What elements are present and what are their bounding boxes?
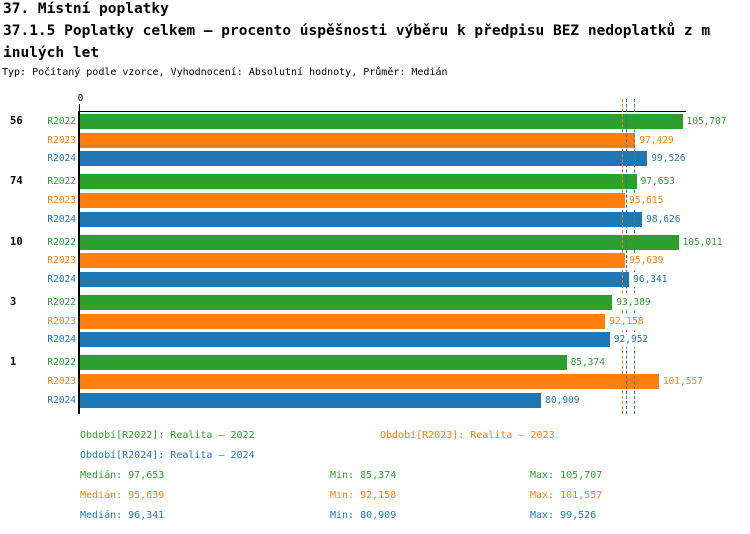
indicator-title-line-1: 37.1.5 Poplatky celkem – procento úspěšn… [3,23,711,39]
series-label-r2023: R2023 [47,195,76,206]
series-label-r2022: R2022 [47,176,76,188]
bar-r2023-group-74 [80,193,625,208]
series-label-r2024: R2024 [47,334,76,346]
category-label-1: 1 [10,356,17,369]
value-label-r2024-group-56: 99,526 [650,151,687,167]
category-label-74: 74 [10,175,23,188]
category-label-56: 56 [10,115,23,127]
bar-r2024-group-3 [80,332,610,348]
legend-item-r2024: Období[R2024]: Realita – 2024 [80,450,255,461]
stat-median-r2022: Medián: 97,653 [80,470,165,481]
category-label-3: 3 [10,295,17,308]
chart-meta-info: Typ: Počítaný podle vzorce, Vyhodnocení:… [2,67,448,78]
series-label-r2024: R2024 [47,274,76,285]
bar-r2022-group-74 [80,174,637,190]
stat-max-r2023: Max: 101,557 [530,490,603,501]
median-line-r2023 [622,99,624,414]
bar-r2023-group-1 [80,373,659,389]
series-label-r2023: R2023 [47,255,76,267]
stat-min-r2024: Min: 80,909 [330,510,397,521]
series-label-r2023: R2023 [47,134,76,146]
value-label-r2022-group-3: 93,389 [615,294,652,310]
value-label-r2023-group-1: 101,557 [661,373,704,389]
value-label-r2023-group-56: 97,429 [638,132,675,148]
origin-tick-label: 0 [77,93,84,104]
series-label-r2022: R2022 [47,296,76,308]
series-label-r2022: R2022 [47,357,76,369]
origin-tick [79,104,80,112]
report-title: 37. Místní poplatky [3,1,169,17]
legend-item-r2022: Období[R2022]: Realita – 2022 [80,430,255,441]
stat-median-r2024: Medián: 96,341 [80,510,165,521]
value-label-r2023-group-3: 92,158 [608,313,645,329]
bar-r2022-group-1 [80,355,567,371]
bar-r2024-group-10 [80,272,630,287]
series-label-r2023: R2023 [47,375,76,387]
legend-item-r2023: Období[R2023]: Realita – 2023 [380,430,555,441]
value-label-r2022-group-1: 85,374 [569,355,606,371]
indicator-title-line-2: inulých let [3,45,100,61]
bar-r2022-group-56 [80,114,683,129]
stat-max-r2022: Max: 105,707 [530,470,603,481]
value-label-r2024-group-3: 92,952 [612,332,650,348]
bar-r2023-group-3 [80,313,606,329]
bar-r2024-group-56 [80,151,648,167]
y-axis-line [78,111,80,414]
value-label-r2023-group-10: 95,639 [628,253,665,269]
bar-r2023-group-56 [80,132,636,148]
value-label-r2023-group-74: 95,615 [628,193,665,208]
stat-max-r2024: Max: 99,526 [530,510,597,521]
bar-r2022-group-3 [80,294,613,310]
stat-min-r2022: Min: 85,374 [330,470,397,481]
bar-r2024-group-1 [80,392,542,408]
bar-r2022-group-10 [80,234,679,250]
bar-r2023-group-10 [80,253,626,269]
series-label-r2024: R2024 [47,153,76,165]
median-line-r2024 [626,99,628,414]
series-label-r2022: R2022 [47,236,76,248]
bar-r2024-group-74 [80,211,643,227]
series-label-r2024: R2024 [47,394,76,406]
x-axis-top-line [78,111,686,112]
value-label-r2022-group-10: 105,011 [681,234,724,250]
series-label-r2023: R2023 [47,315,76,327]
value-label-r2024-group-74: 98,626 [645,211,682,227]
value-label-r2024-group-1: 80,909 [544,392,581,408]
stat-min-r2023: Min: 92,158 [330,490,397,501]
value-label-r2024-group-10: 96,341 [632,272,669,287]
value-label-r2022-group-56: 105,707 [685,114,728,129]
stat-median-r2023: Medián: 95,639 [80,490,165,501]
category-label-10: 10 [10,235,23,248]
series-label-r2022: R2022 [47,116,76,127]
series-label-r2024: R2024 [47,213,76,225]
value-label-r2022-group-74: 97,653 [639,174,676,190]
